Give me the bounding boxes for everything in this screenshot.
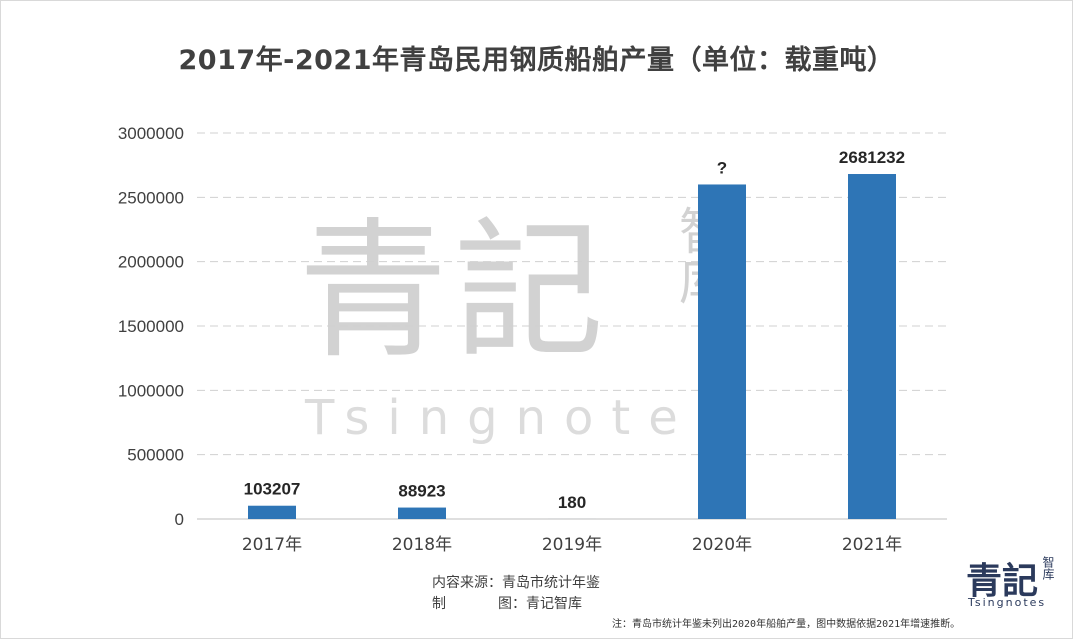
y-tick-label: 1500000 [118,317,184,336]
data-label: 103207 [244,480,301,499]
bar [248,505,296,519]
bar [398,507,446,519]
logo-main: 青記 [966,560,1039,602]
x-tick-label: 2020年 [692,535,752,555]
data-label: 180 [558,493,586,512]
footnote: 注：青岛市统计年鉴未列出2020年船舶产量，图中数据依据2021年增速推断。 [612,619,961,630]
y-tick-label: 3000000 [118,124,184,143]
x-tick-label: 2019年 [542,535,602,555]
chart-title: 2017年-2021年青岛民用钢质船舶产量（单位：载重吨） [178,45,895,76]
logo-latin: Tsingnotes [968,596,1047,609]
maker-value: 图：青记智库 [498,596,582,612]
y-tick-label: 2500000 [118,188,184,207]
y-tick-label: 500000 [127,446,184,465]
data-label: 88923 [398,482,445,501]
maker-label: 制 [432,596,446,612]
y-tick-label: 0 [175,510,184,529]
watermark-main: 青記 [298,205,611,379]
x-tick-label: 2018年 [392,535,452,555]
data-label: 2681232 [839,148,905,167]
maker-text: 制 图：青记智库 [432,593,582,613]
logo-sub: 智库 [1041,556,1055,580]
source-text: 内容来源：青岛市统计年鉴 [432,575,600,591]
bar [848,174,896,519]
y-tick-label: 2000000 [118,253,184,272]
x-tick-label: 2017年 [242,535,302,555]
watermark-latin: Tsingnotes [305,390,739,446]
bar [698,184,746,519]
logo: 青記 智库 Tsingnotes [966,552,1056,612]
x-tick-label: 2021年 [842,535,902,555]
y-tick-label: 1000000 [118,381,184,400]
data-label: ? [717,158,727,177]
